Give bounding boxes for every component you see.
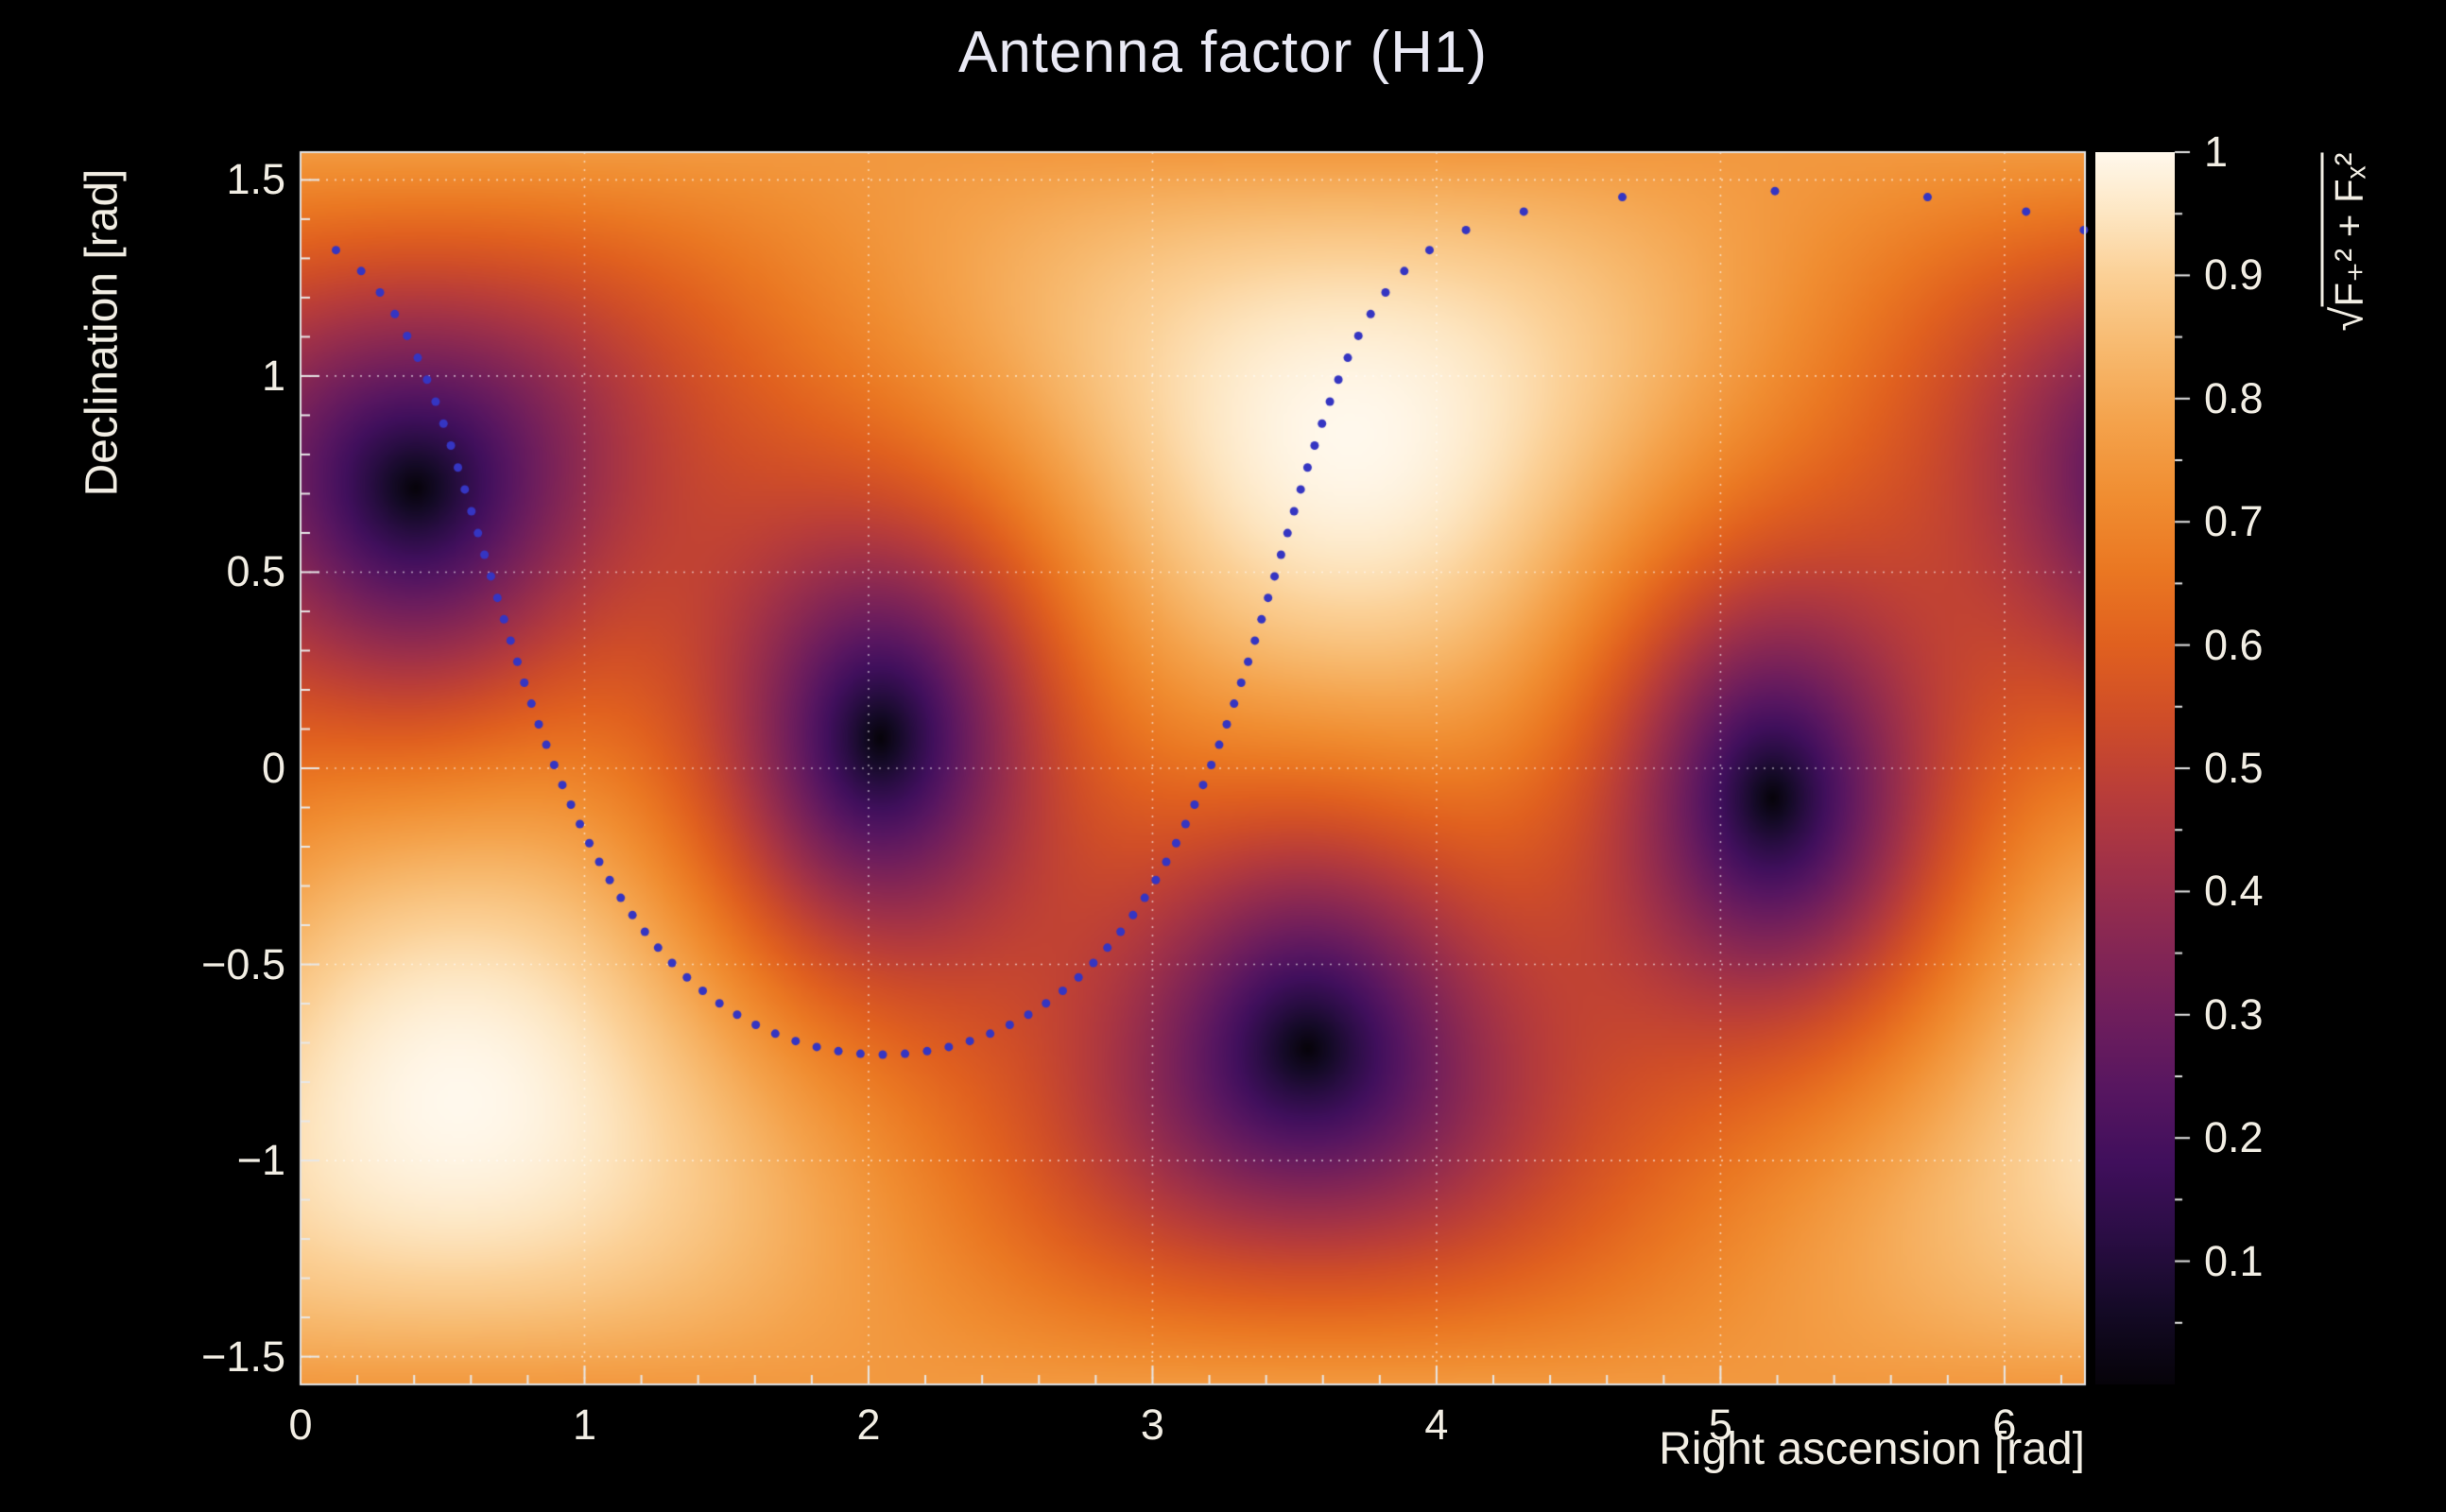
colorbar-tick-label: 0.5: [2204, 744, 2264, 792]
x-tick-label: 3: [1140, 1400, 1164, 1449]
y-axis-title: Declination [rad]: [77, 168, 128, 497]
sqrt-sign: √: [2321, 306, 2372, 332]
x-axis-title: Right ascension [rad]: [1659, 1424, 2085, 1474]
y-tick-label: 0.5: [226, 547, 285, 596]
colorbar-tick-label: 0.2: [2204, 1113, 2264, 1162]
y-tick-label: 0: [261, 744, 285, 792]
x-tick-label: 1: [572, 1400, 596, 1449]
x-tick-label: 6: [1992, 1400, 2017, 1449]
y-tick-label: −0.5: [201, 939, 285, 988]
y-tick-label: −1.5: [201, 1332, 285, 1381]
colorbar-tick-label: 1: [2204, 128, 2229, 176]
colorbar-gradient: [2095, 152, 2175, 1384]
y-tick-label: 1.5: [226, 155, 285, 204]
y-tick-label: 1: [261, 351, 285, 400]
x-tick-label: 0: [288, 1400, 313, 1449]
colorbar-tick-label: 0.7: [2204, 497, 2264, 546]
colorbar-title-radicand: F₊² + Fₓ²: [2320, 152, 2371, 307]
colorbar-tick-label: 0.3: [2204, 989, 2264, 1039]
x-tick-label: 2: [856, 1400, 881, 1449]
colorbar-tick-label: 0.6: [2204, 620, 2264, 669]
colorbar-title: √F₊² + Fₓ²: [2320, 152, 2373, 332]
x-tick-label: 5: [1708, 1400, 1732, 1449]
colorbar-tick-label: 0.4: [2204, 867, 2264, 916]
colorbar-tick-label: 0.1: [2204, 1236, 2264, 1285]
colorbar-tick-label: 0.9: [2204, 250, 2264, 300]
y-tick-label: −1: [236, 1136, 285, 1185]
colorbar-tick-label: 0.8: [2204, 373, 2264, 422]
x-tick-label: 4: [1424, 1400, 1449, 1449]
